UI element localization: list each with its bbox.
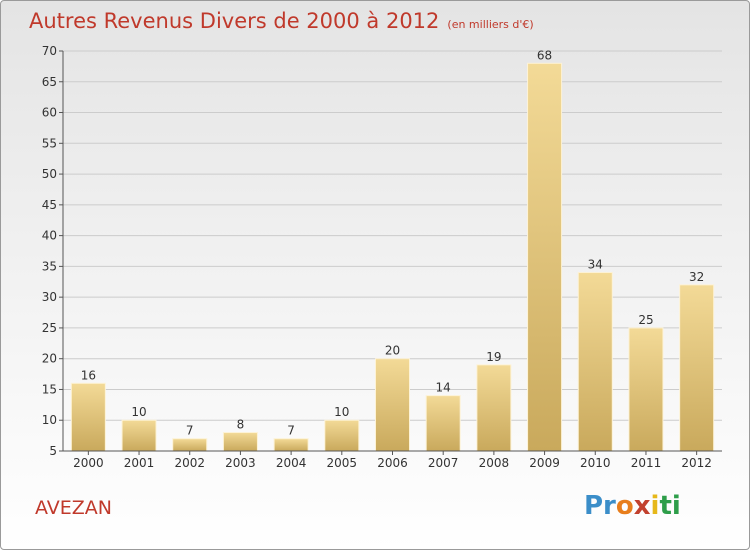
bar-2001 (121, 419, 157, 452)
bar-2002 (172, 438, 208, 452)
chart-title: Autres Revenus Divers de 2000 à 2012 (29, 9, 440, 33)
y-tick-label: 15 (42, 382, 57, 396)
value-label-2004: 7 (287, 424, 295, 438)
logo-part: o (615, 491, 634, 521)
value-label-2010: 34 (588, 258, 603, 272)
location-label: AVEZAN (35, 497, 113, 519)
value-label-2003: 8 (237, 418, 245, 432)
y-tick-label: 50 (42, 167, 57, 181)
y-tick-label: 5 (49, 444, 57, 458)
x-tick-label-2000: 2000 (73, 456, 104, 470)
value-label-2000: 16 (81, 368, 96, 382)
bar-2010 (577, 272, 613, 452)
bar-2007 (425, 395, 461, 452)
x-tick-label-2004: 2004 (276, 456, 307, 470)
y-tick-label: 45 (42, 198, 57, 212)
bar-2008 (476, 364, 512, 452)
bar-2006 (375, 358, 410, 452)
chart-subtitle: (en milliers d'€) (447, 18, 534, 31)
x-tick-label-2010: 2010 (580, 456, 611, 470)
y-tick-label: 65 (42, 75, 57, 89)
y-tick-label: 30 (42, 290, 57, 304)
value-label-2006: 20 (385, 344, 400, 358)
value-label-2009: 68 (537, 48, 552, 62)
x-tick-label-2008: 2008 (479, 456, 510, 470)
y-tick-label: 55 (42, 136, 57, 150)
bar-2012 (679, 284, 715, 452)
bar-2009 (527, 62, 563, 452)
logo-part: Pr (584, 491, 616, 521)
x-tick-label-2003: 2003 (225, 456, 256, 470)
y-tick-label: 40 (42, 229, 57, 243)
x-tick-label-2007: 2007 (428, 456, 459, 470)
value-label-2005: 10 (334, 405, 349, 419)
y-tick-label: 20 (42, 352, 57, 366)
logo-part: ti (659, 491, 681, 521)
proxiti-logo: Proxiti (584, 491, 681, 521)
bar-2004 (273, 438, 309, 452)
x-tick-label-2011: 2011 (631, 456, 662, 470)
value-label-2012: 32 (689, 270, 704, 284)
logo-part: x (633, 491, 651, 521)
x-tick-label-2005: 2005 (327, 456, 358, 470)
value-label-2008: 19 (486, 350, 501, 364)
value-label-2001: 10 (131, 405, 146, 419)
bar-2000 (70, 382, 106, 452)
y-tick-label: 70 (42, 44, 57, 58)
bar-2005 (324, 419, 360, 452)
bar-2011 (628, 327, 664, 452)
y-tick-label: 10 (42, 413, 57, 427)
y-tick-label: 25 (42, 321, 57, 335)
logo-part: i (650, 491, 660, 521)
value-label-2011: 25 (638, 313, 653, 327)
x-tick-label-2012: 2012 (681, 456, 712, 470)
y-tick-label: 35 (42, 259, 57, 273)
y-tick-label: 60 (42, 106, 57, 120)
bar-2003 (222, 432, 258, 452)
x-tick-label-2009: 2009 (529, 456, 560, 470)
x-tick-label-2006: 2006 (377, 456, 408, 470)
title-row: Autres Revenus Divers de 2000 à 2012 (en … (29, 9, 534, 33)
x-tick-label-2001: 2001 (124, 456, 155, 470)
x-tick-label-2002: 2002 (174, 456, 205, 470)
value-label-2002: 7 (186, 424, 194, 438)
value-label-2007: 14 (436, 381, 451, 395)
